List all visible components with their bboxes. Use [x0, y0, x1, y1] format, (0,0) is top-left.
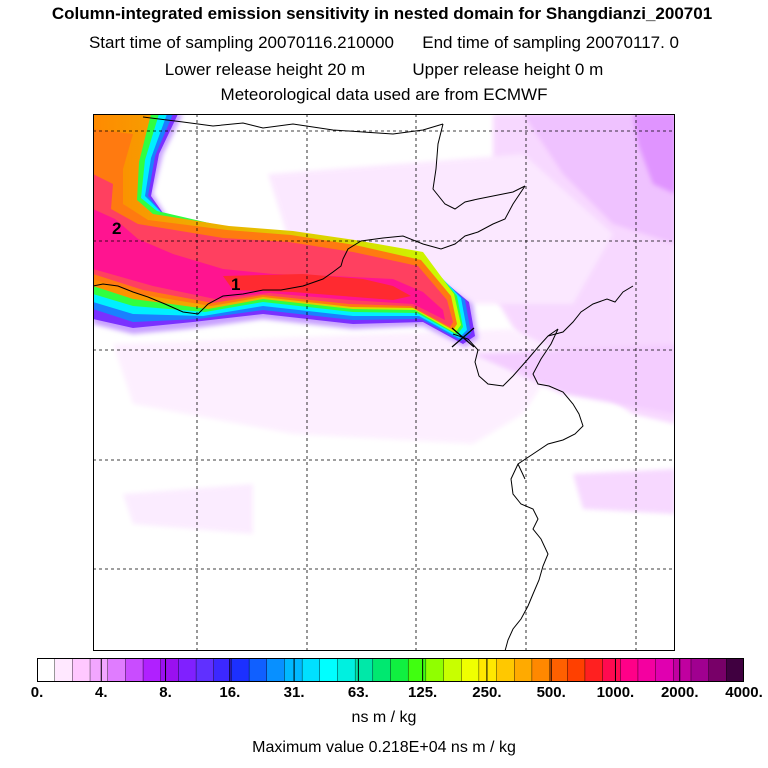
colorbar-tick-label: 0. — [30, 684, 44, 701]
release-heights: Lower release height 20 m Upper release … — [0, 60, 768, 80]
colorbar-cell — [125, 658, 144, 682]
colorbar-cell — [602, 658, 622, 682]
colorbar-cell — [655, 658, 675, 682]
colorbar-cell — [496, 658, 516, 682]
sensitivity-plume — [93, 114, 478, 347]
upper-release-label: Upper release height 0 m — [412, 60, 604, 79]
colorbar-tick-label: 500. — [536, 684, 566, 701]
colorbar-tick-label: 16. — [219, 684, 241, 701]
colorbar-cell — [584, 658, 604, 682]
colorbar-cell — [425, 658, 445, 682]
colorbar-cell — [443, 658, 463, 682]
colorbar-tick-label: 63. — [347, 684, 369, 701]
map-frame — [93, 114, 675, 651]
colorbar-cell — [107, 658, 127, 682]
colorbar-cell — [407, 658, 427, 682]
cluster-label-1: 1 — [231, 275, 240, 294]
colorbar-frame — [37, 658, 744, 682]
colorbar-tick-label: 250. — [472, 684, 502, 701]
colorbar-cell — [195, 658, 215, 682]
colorbar-cell — [514, 658, 533, 682]
colorbar-cell — [620, 658, 639, 682]
colorbar-cell — [213, 658, 233, 682]
colorbar-cell — [142, 658, 162, 682]
colorbar-cell — [461, 658, 480, 682]
colorbar-cell — [319, 658, 339, 682]
colorbar-cell — [178, 658, 197, 682]
colorbar-tick-label: 4. — [95, 684, 108, 701]
lower-release-label: Lower release height 20 m — [164, 60, 366, 79]
end-time-label: End time of sampling 20070117. 0 — [422, 33, 680, 52]
colorbar-cell — [690, 658, 710, 682]
colorbar-cell — [284, 658, 303, 682]
colorbar-tick-label: 8. — [159, 684, 172, 701]
coastlines — [93, 116, 634, 651]
colorbar-tick-label: 2000. — [660, 684, 699, 701]
colorbar-cell — [72, 658, 91, 682]
sampling-times: Start time of sampling 20070116.210000 E… — [0, 33, 768, 53]
colorbar-tick-label: 1000. — [596, 684, 635, 701]
colorbar-cell — [567, 658, 586, 682]
colorbar-cell — [89, 658, 109, 682]
colorbar-units: ns m / kg — [351, 709, 417, 726]
colorbar-cell — [673, 658, 692, 682]
colorbar-cell — [54, 658, 74, 682]
colorbar — [37, 658, 744, 682]
colorbar-cell — [248, 658, 268, 682]
colorbar-tick-label: 125. — [408, 684, 438, 701]
graticule — [93, 114, 675, 651]
colorbar-cell — [337, 658, 356, 682]
colorbar-cell — [266, 658, 286, 682]
colorbar-cell — [637, 658, 657, 682]
colorbar-cells — [37, 658, 744, 682]
colorbar-cell — [726, 658, 744, 682]
colorbar-tick-label: 4000. — [725, 684, 763, 701]
colorbar-cell — [372, 658, 392, 682]
colorbar-major-ticks — [100, 658, 681, 682]
colorbar-cell — [549, 658, 569, 682]
maximum-value-label: Maximum value 0.218E+04 ns m / kg — [252, 739, 516, 756]
colorbar-cell — [478, 658, 498, 682]
met-data-label: Meteorological data used are from ECMWF — [220, 85, 548, 104]
colorbar-tick-label: 31. — [283, 684, 305, 701]
colorbar-cell — [37, 658, 56, 682]
plot-title: Column-integrated emission sensitivity i… — [51, 4, 713, 23]
cluster-label-2: 2 — [112, 219, 121, 238]
start-time-label: Start time of sampling 20070116.210000 — [88, 33, 394, 52]
colorbar-cell — [708, 658, 728, 682]
emission-sensitivity-map: 1 2 — [93, 114, 675, 651]
colorbar-cell — [531, 658, 551, 682]
colorbar-cell — [160, 658, 180, 682]
colorbar-cell — [301, 658, 321, 682]
release-site-marker — [451, 327, 475, 348]
colorbar-cell — [231, 658, 250, 682]
colorbar-cell — [390, 658, 409, 682]
